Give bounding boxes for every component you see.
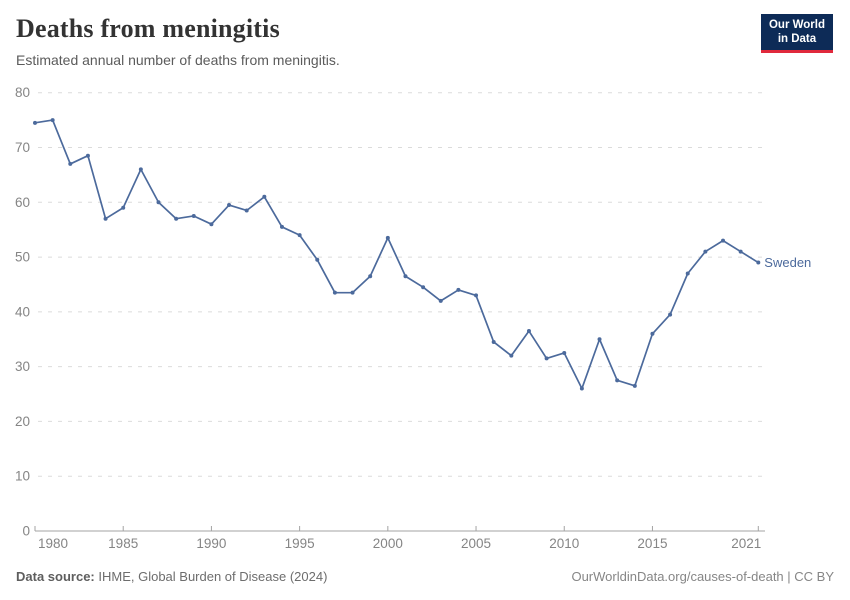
x-tick-label-1990: 1990 — [196, 536, 226, 551]
data-source: Data source: IHME, Global Burden of Dise… — [16, 569, 327, 584]
data-point-1982 — [68, 161, 73, 166]
data-point-1981 — [50, 118, 55, 123]
page-title: Deaths from meningitis — [16, 14, 280, 43]
x-tick-label-1985: 1985 — [108, 536, 138, 551]
data-point-2013 — [615, 378, 620, 383]
data-point-2014 — [632, 383, 637, 388]
data-point-1987 — [156, 200, 161, 205]
y-tick-label-50: 50 — [15, 250, 30, 265]
data-point-2020 — [738, 249, 743, 254]
data-point-2006 — [491, 339, 496, 344]
data-point-2010 — [562, 350, 567, 355]
data-point-2019 — [721, 238, 726, 243]
data-point-2008 — [526, 329, 531, 334]
data-point-1994 — [279, 224, 284, 229]
data-point-1995 — [297, 233, 302, 238]
x-tick-label-2015: 2015 — [637, 536, 667, 551]
y-tick-label-30: 30 — [15, 359, 30, 374]
data-point-2009 — [544, 356, 549, 361]
data-point-1997 — [332, 290, 337, 295]
data-source-text: IHME, Global Burden of Disease (2024) — [94, 569, 328, 584]
y-tick-label-10: 10 — [15, 469, 30, 484]
data-point-2007 — [509, 353, 514, 358]
data-point-1996 — [315, 257, 320, 262]
data-point-2004 — [456, 287, 461, 292]
data-point-2000 — [385, 235, 390, 240]
footer-link[interactable]: OurWorldinData.org/causes-of-death | CC … — [571, 569, 834, 584]
data-point-2003 — [438, 298, 443, 303]
owid-logo[interactable]: Our World in Data — [760, 14, 833, 53]
owid-logo-line1: Our World — [768, 19, 825, 31]
data-point-1993 — [262, 194, 267, 199]
series-line-sweden — [34, 119, 760, 390]
x-tick-label-1995: 1995 — [285, 536, 315, 551]
chart-footer: Data source: IHME, Global Burden of Dise… — [16, 569, 834, 584]
data-point-2021 — [756, 260, 761, 265]
data-point-2018 — [703, 249, 708, 254]
data-point-2002 — [421, 285, 426, 290]
y-tick-label-70: 70 — [15, 140, 30, 155]
y-tick-label-80: 80 — [15, 85, 30, 100]
x-tick-label-2000: 2000 — [373, 536, 403, 551]
data-point-2015 — [650, 331, 655, 336]
data-point-1980 — [33, 120, 37, 125]
data-point-1983 — [85, 153, 90, 158]
y-tick-label-40: 40 — [15, 304, 30, 319]
x-tick-label-2010: 2010 — [549, 536, 579, 551]
data-point-1986 — [138, 167, 143, 172]
data-source-label: Data source: — [16, 569, 95, 584]
y-tick-label-60: 60 — [15, 195, 30, 210]
y-tick-label-0: 0 — [22, 524, 30, 539]
data-point-1992 — [244, 208, 249, 213]
owid-logo-line2: in Data — [777, 33, 817, 46]
data-point-2017 — [685, 271, 690, 276]
series-end-label: Sweden — [764, 255, 811, 270]
data-point-2001 — [403, 274, 408, 279]
data-point-1989 — [191, 213, 196, 218]
data-point-1984 — [103, 216, 108, 221]
data-point-2012 — [597, 337, 602, 342]
data-point-2011 — [579, 386, 584, 391]
data-point-1998 — [350, 290, 355, 295]
data-point-2016 — [668, 312, 673, 317]
x-tick-label-1980: 1980 — [38, 536, 68, 551]
data-point-1988 — [174, 216, 179, 221]
data-point-2005 — [474, 293, 479, 298]
chart-subtitle: Estimated annual number of deaths from m… — [16, 52, 340, 68]
y-tick-label-20: 20 — [15, 414, 30, 429]
x-tick-label-2021: 2021 — [731, 536, 761, 551]
data-point-1991 — [227, 203, 232, 208]
x-tick-label-2005: 2005 — [461, 536, 491, 551]
data-point-1985 — [121, 205, 126, 210]
data-point-1990 — [209, 222, 214, 227]
data-point-1999 — [368, 274, 373, 279]
